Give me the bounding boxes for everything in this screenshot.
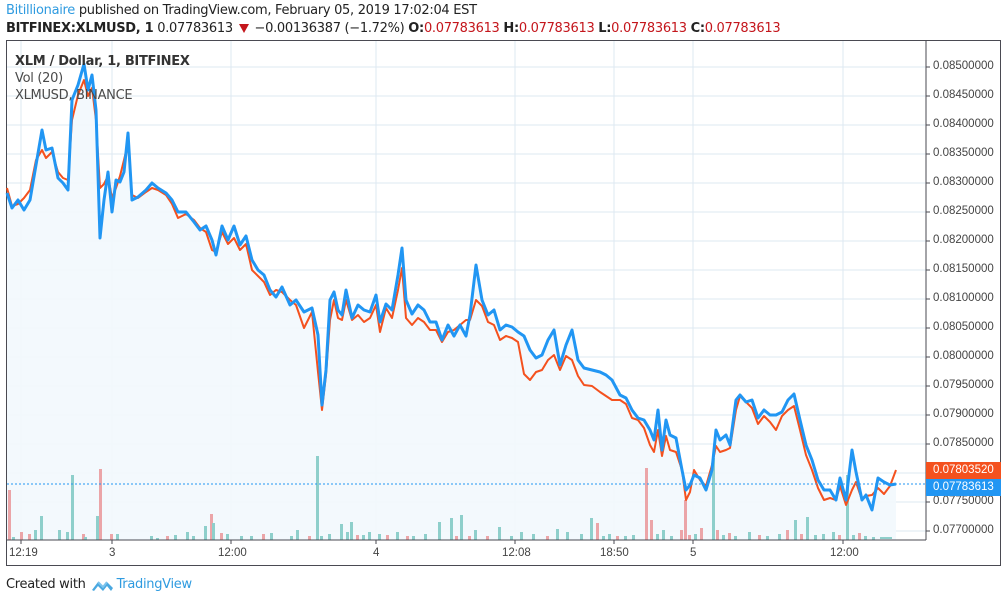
y-tick: 0.08400000 — [933, 118, 994, 130]
y-tick: 0.08250000 — [933, 205, 994, 217]
low-value: 0.07783613 — [611, 21, 687, 36]
compare-last-price-tag: 0.07803520 — [926, 462, 1001, 479]
volume-bars — [8, 456, 892, 540]
x-tick: 12:00 — [218, 547, 247, 559]
down-triangle-icon — [238, 24, 249, 33]
y-tick: 0.08450000 — [933, 89, 994, 101]
published-text: published on TradingView.com, February 0… — [75, 3, 477, 18]
publication-info: Bitillionaire published on TradingView.c… — [6, 3, 477, 18]
chart-legend: XLM / Dollar, 1, BITFINEX Vol (20) XLMUS… — [15, 53, 190, 104]
y-tick: 0.07900000 — [933, 408, 994, 420]
tradingview-link[interactable]: TradingView — [116, 577, 193, 592]
y-tick: 0.08050000 — [933, 321, 994, 333]
main-series-line — [5, 62, 897, 512]
open-value: 0.07783613 — [423, 21, 500, 36]
y-tick: 0.07950000 — [933, 379, 994, 391]
legend-volume[interactable]: Vol (20) — [15, 71, 63, 86]
symbol-info-bar: BITFINEX:XLMUSD, 1 0.07783613 −0.0013638… — [6, 21, 781, 36]
main-series-area — [7, 64, 896, 540]
x-tick: 3 — [109, 547, 116, 559]
price-change: −0.00136387 (−1.72%) — [254, 21, 405, 36]
x-tick: 12:19 — [9, 547, 38, 559]
y-tick: 0.08200000 — [933, 234, 994, 246]
x-tick: 18:50 — [600, 547, 629, 559]
price-axis-ticks — [926, 66, 930, 532]
y-tick: 0.08300000 — [933, 176, 994, 188]
close-value: 0.07783613 — [704, 21, 781, 36]
y-tick: 0.07750000 — [933, 495, 994, 507]
open-label: O: — [408, 21, 424, 36]
y-tick: 0.07850000 — [933, 437, 994, 449]
tradingview-logo-icon — [91, 580, 113, 591]
chart-frame — [6, 40, 1001, 566]
y-tick: 0.07700000 — [933, 524, 994, 536]
y-tick: 0.08500000 — [933, 60, 994, 72]
author-link[interactable]: Bitillionaire — [6, 3, 76, 18]
y-tick: 0.08100000 — [933, 292, 994, 304]
last-price: 0.07783613 — [157, 21, 233, 36]
legend-main-series[interactable]: XLM / Dollar, 1, BITFINEX — [15, 54, 190, 69]
x-tick: 4 — [373, 547, 380, 559]
main-last-price-tag: 0.07783613 — [926, 479, 1001, 496]
x-tick: 12:00 — [830, 547, 859, 559]
x-tick: 12:08 — [502, 547, 531, 559]
time-axis-ticks — [20, 540, 844, 544]
y-tick: 0.08150000 — [933, 263, 994, 275]
y-tick: 0.08350000 — [933, 147, 994, 159]
symbol-label: BITFINEX:XLMUSD, 1 — [6, 21, 154, 36]
created-with-label: Created with — [6, 577, 86, 592]
low-label: L: — [598, 21, 612, 36]
y-tick: 0.08000000 — [933, 350, 994, 362]
x-tick: 5 — [690, 547, 697, 559]
close-label: C: — [690, 21, 705, 36]
legend-compare-series[interactable]: XLMUSD, BINANCE — [15, 88, 133, 103]
high-value: 0.07783613 — [518, 21, 595, 36]
high-label: H: — [503, 21, 519, 36]
footer-attribution: Created with TradingView — [6, 577, 192, 592]
